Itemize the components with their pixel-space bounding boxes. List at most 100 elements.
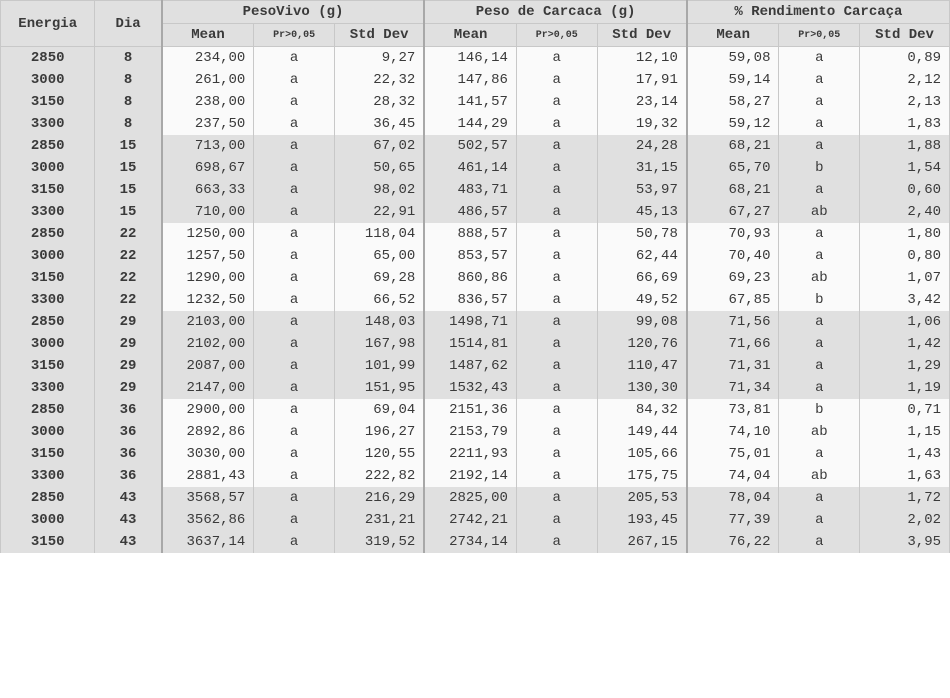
cell-pv-std: 148,03 <box>334 311 424 333</box>
sub-header-pr: Pr>0,05 <box>516 24 597 47</box>
cell-rc-std: 0,80 <box>860 245 950 267</box>
cell-pv-std: 50,65 <box>334 157 424 179</box>
cell-rc-pr: ab <box>779 267 860 289</box>
cell-energia: 3000 <box>1 333 95 355</box>
cell-rc-mean: 67,85 <box>687 289 779 311</box>
cell-rc-mean: 78,04 <box>687 487 779 509</box>
cell-energia: 2850 <box>1 487 95 509</box>
cell-dia: 15 <box>95 201 162 223</box>
cell-energia: 3150 <box>1 355 95 377</box>
cell-pv-mean: 1232,50 <box>162 289 254 311</box>
cell-pc-std: 50,78 <box>597 223 687 245</box>
cell-dia: 15 <box>95 157 162 179</box>
cell-energia: 2850 <box>1 399 95 421</box>
cell-energia: 3300 <box>1 201 95 223</box>
cell-pv-pr: a <box>254 113 335 135</box>
cell-pc-pr: a <box>516 245 597 267</box>
cell-rc-std: 3,42 <box>860 289 950 311</box>
cell-pv-mean: 2103,00 <box>162 311 254 333</box>
table-header: Energia Dia PesoVivo (g) Peso de Carcaca… <box>1 1 950 47</box>
cell-energia: 3000 <box>1 157 95 179</box>
cell-pv-std: 120,55 <box>334 443 424 465</box>
cell-rc-pr: a <box>779 333 860 355</box>
cell-rc-pr: a <box>779 91 860 113</box>
cell-pc-mean: 483,71 <box>424 179 516 201</box>
cell-energia: 3300 <box>1 289 95 311</box>
cell-rc-pr: a <box>779 223 860 245</box>
cell-pv-mean: 698,67 <box>162 157 254 179</box>
cell-dia: 22 <box>95 289 162 311</box>
cell-pv-mean: 261,00 <box>162 69 254 91</box>
cell-dia: 8 <box>95 69 162 91</box>
group-header-carcaca: Peso de Carcaca (g) <box>424 1 687 24</box>
table-body: 28508234,00a9,27146,14a12,1059,08a0,8930… <box>1 47 950 554</box>
cell-energia: 3150 <box>1 91 95 113</box>
cell-pv-mean: 1290,00 <box>162 267 254 289</box>
cell-pv-std: 22,32 <box>334 69 424 91</box>
cell-dia: 22 <box>95 245 162 267</box>
cell-pv-std: 98,02 <box>334 179 424 201</box>
sub-header-std: Std Dev <box>334 24 424 47</box>
cell-pv-pr: a <box>254 311 335 333</box>
cell-pc-mean: 836,57 <box>424 289 516 311</box>
cell-pc-pr: a <box>516 201 597 223</box>
cell-pc-std: 149,44 <box>597 421 687 443</box>
cell-rc-mean: 59,14 <box>687 69 779 91</box>
cell-dia: 36 <box>95 443 162 465</box>
cell-pv-pr: a <box>254 443 335 465</box>
cell-rc-std: 1,83 <box>860 113 950 135</box>
cell-rc-std: 2,40 <box>860 201 950 223</box>
cell-pc-pr: a <box>516 289 597 311</box>
cell-pc-pr: a <box>516 531 597 553</box>
cell-pv-pr: a <box>254 487 335 509</box>
table-row: 3300292147,00a151,951532,43a130,3071,34a… <box>1 377 950 399</box>
cell-pv-std: 69,04 <box>334 399 424 421</box>
cell-energia: 3300 <box>1 113 95 135</box>
cell-pv-pr: a <box>254 135 335 157</box>
cell-rc-std: 1,54 <box>860 157 950 179</box>
cell-pc-std: 120,76 <box>597 333 687 355</box>
cell-pc-pr: a <box>516 69 597 91</box>
cell-rc-std: 1,72 <box>860 487 950 509</box>
cell-rc-std: 2,13 <box>860 91 950 113</box>
cell-pc-pr: a <box>516 377 597 399</box>
table-row: 3150363030,00a120,552211,93a105,6675,01a… <box>1 443 950 465</box>
cell-pc-mean: 2211,93 <box>424 443 516 465</box>
cell-rc-mean: 77,39 <box>687 509 779 531</box>
table-row: 31508238,00a28,32141,57a23,1458,27a2,13 <box>1 91 950 113</box>
cell-pv-pr: a <box>254 421 335 443</box>
cell-pc-pr: a <box>516 509 597 531</box>
cell-energia: 3300 <box>1 465 95 487</box>
cell-pc-mean: 2742,21 <box>424 509 516 531</box>
cell-pv-pr: a <box>254 69 335 91</box>
cell-pv-mean: 2892,86 <box>162 421 254 443</box>
cell-pc-mean: 1487,62 <box>424 355 516 377</box>
cell-pv-mean: 1250,00 <box>162 223 254 245</box>
cell-pv-std: 28,32 <box>334 91 424 113</box>
cell-pc-std: 99,08 <box>597 311 687 333</box>
table-row: 330015710,00a22,91486,57a45,1367,27ab2,4… <box>1 201 950 223</box>
cell-pc-mean: 853,57 <box>424 245 516 267</box>
cell-dia: 22 <box>95 223 162 245</box>
cell-pv-mean: 237,50 <box>162 113 254 135</box>
cell-dia: 43 <box>95 531 162 553</box>
col-header-energia: Energia <box>1 1 95 47</box>
cell-pv-mean: 1257,50 <box>162 245 254 267</box>
cell-pc-pr: a <box>516 47 597 70</box>
table-row: 3150221290,00a69,28860,86a66,6969,23ab1,… <box>1 267 950 289</box>
cell-rc-pr: a <box>779 69 860 91</box>
cell-rc-mean: 65,70 <box>687 157 779 179</box>
cell-pv-std: 69,28 <box>334 267 424 289</box>
cell-pv-std: 118,04 <box>334 223 424 245</box>
cell-energia: 3000 <box>1 245 95 267</box>
cell-pv-mean: 2087,00 <box>162 355 254 377</box>
cell-dia: 36 <box>95 399 162 421</box>
cell-pc-mean: 146,14 <box>424 47 516 70</box>
cell-pc-mean: 502,57 <box>424 135 516 157</box>
cell-rc-pr: b <box>779 399 860 421</box>
cell-pc-std: 193,45 <box>597 509 687 531</box>
cell-pv-pr: a <box>254 245 335 267</box>
cell-rc-mean: 71,31 <box>687 355 779 377</box>
sub-header-std: Std Dev <box>860 24 950 47</box>
cell-energia: 2850 <box>1 135 95 157</box>
